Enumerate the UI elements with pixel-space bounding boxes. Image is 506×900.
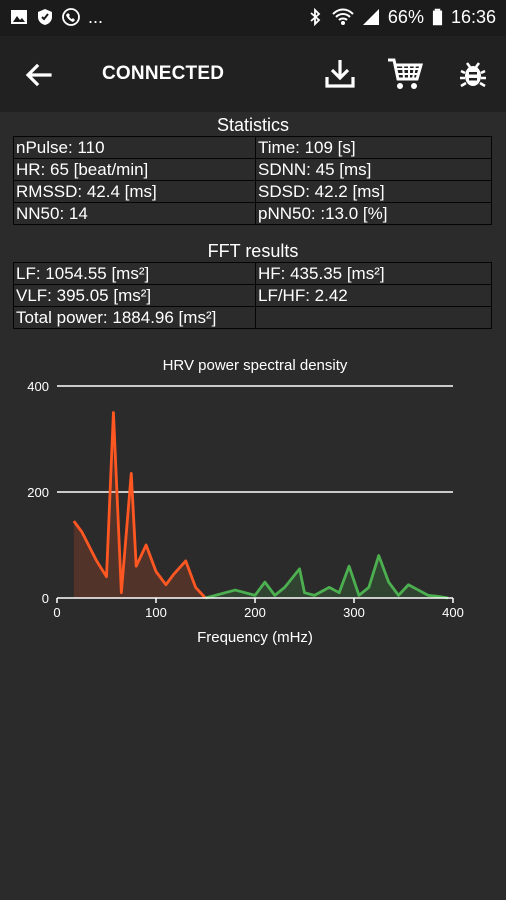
stat-sdsd: SDSD: 42.2 [ms] (255, 180, 492, 203)
y-tick-label: 200 (27, 485, 49, 500)
statistics-title: Statistics (216, 115, 290, 135)
table-row: HR: 65 [beat/min] SDNN: 45 [ms] (13, 158, 492, 181)
fft-vlf: VLF: 395.05 [ms²] (13, 284, 256, 307)
chart-title: HRV power spectral density (163, 357, 348, 374)
table-row: VLF: 395.05 [ms²] LF/HF: 2.42 (13, 284, 492, 307)
table-row: RMSSD: 42.4 [ms] SDSD: 42.2 [ms] (13, 180, 492, 203)
stat-hr: HR: 65 [beat/min] (13, 158, 256, 181)
status-time: 16:36 (450, 7, 496, 27)
image-icon (11, 10, 27, 24)
table-row: LF: 1054.55 [ms²] HF: 435.35 [ms²] (13, 262, 492, 285)
series-line-0 (72, 411, 207, 599)
stat-rmssd: RMSSD: 42.4 [ms] (13, 180, 256, 203)
x-tick-label: 300 (343, 605, 365, 620)
page-title: CONNECTED (102, 63, 225, 84)
battery-percent: 66% (387, 7, 424, 27)
statistics-table: nPulse: 110 Time: 109 [s] HR: 65 [beat/m… (13, 136, 492, 225)
fft-lf: LF: 1054.55 [ms²] (13, 262, 256, 285)
y-tick-label: 0 (42, 591, 49, 606)
fft-empty-cell (255, 306, 492, 329)
stat-sdnn: SDNN: 45 [ms] (255, 158, 492, 181)
x-tick-label: 400 (442, 605, 464, 620)
fft-title: FFT results (207, 241, 299, 261)
x-tick-label: 200 (244, 605, 266, 620)
series-area-1 (205, 555, 449, 598)
series-area-0 (73, 412, 206, 598)
fft-lfhf: LF/HF: 2.42 (255, 284, 492, 307)
chart-grid (57, 385, 453, 493)
x-tick-label: 0 (53, 605, 60, 620)
stat-nn50: NN50: 14 (13, 202, 256, 225)
stat-time: Time: 109 [s] (255, 136, 492, 159)
y-tick-label: 400 (27, 379, 49, 394)
chart-series (72, 411, 449, 600)
fft-hf: HF: 435.35 [ms²] (255, 262, 492, 285)
chart-x-axis-label: Frequency (mHz) (197, 629, 313, 646)
call-icon (62, 8, 80, 26)
battery-icon (432, 8, 443, 26)
back-arrow-icon[interactable] (22, 58, 56, 92)
table-row: NN50: 14 pNN50: :13.0 [%] (13, 202, 492, 225)
wifi-icon (332, 8, 354, 25)
stat-pnn50: pNN50: :13.0 [%] (255, 202, 492, 225)
table-row: nPulse: 110 Time: 109 [s] (13, 136, 492, 159)
fft-table: LF: 1054.55 [ms²] HF: 435.35 [ms²] VLF: … (13, 262, 492, 329)
bug-icon[interactable] (454, 55, 492, 93)
fft-total-power: Total power: 1884.96 [ms²] (13, 306, 256, 329)
chart-axes: 0 200 400 0 100 200 300 400 (27, 379, 464, 620)
signal-icon (362, 9, 379, 25)
psd-chart: HRV power spectral density 0 200 400 0 100 20… (27, 357, 464, 646)
x-tick-label: 100 (145, 605, 167, 620)
bluetooth-icon (310, 8, 321, 26)
status-overflow: ... (88, 7, 104, 27)
table-row: Total power: 1884.96 [ms²] (13, 306, 492, 329)
cart-icon[interactable] (386, 55, 424, 93)
series-line-1 (205, 554, 449, 600)
download-icon[interactable] (321, 55, 359, 93)
status-bar: ... 66% 16:36 (0, 0, 506, 36)
stat-npulse: nPulse: 110 (13, 136, 256, 159)
app-bar: CONNECTED (0, 36, 506, 112)
shield-icon (38, 9, 52, 25)
